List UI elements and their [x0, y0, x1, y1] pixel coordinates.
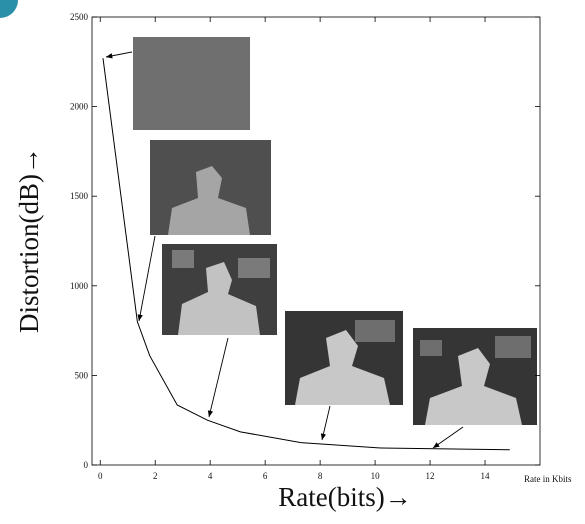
x-tick-label: 10 [371, 471, 381, 481]
annotation: Rate in Kbits [524, 474, 572, 484]
x-tick-label: 6 [263, 471, 268, 481]
x-tick-label: 2 [153, 471, 158, 481]
x-axis-label: Rate(bits)→ [278, 482, 411, 512]
y-tick-label: 0 [84, 460, 89, 470]
y-tick-label: 2000 [70, 102, 89, 112]
x-tick-label: 14 [481, 471, 491, 481]
y-axis-label: Distortion(dB)→ [14, 147, 44, 333]
x-tick-label: 12 [426, 471, 435, 481]
plot-frame [91, 16, 541, 466]
thumbnail [133, 37, 250, 130]
thumbnails [133, 37, 537, 425]
corner-decoration [0, 0, 18, 18]
arrows [105, 51, 464, 449]
y-tick-label: 1500 [70, 191, 89, 201]
y-tick-label: 2500 [70, 12, 89, 22]
x-tick-label: 4 [208, 471, 213, 481]
rd-curve [102, 58, 510, 451]
y-tick-label: 1000 [70, 281, 89, 291]
x-tick-label: 8 [318, 471, 323, 481]
x-tick-label: 0 [98, 471, 103, 481]
y-tick-label: 500 [75, 370, 89, 380]
